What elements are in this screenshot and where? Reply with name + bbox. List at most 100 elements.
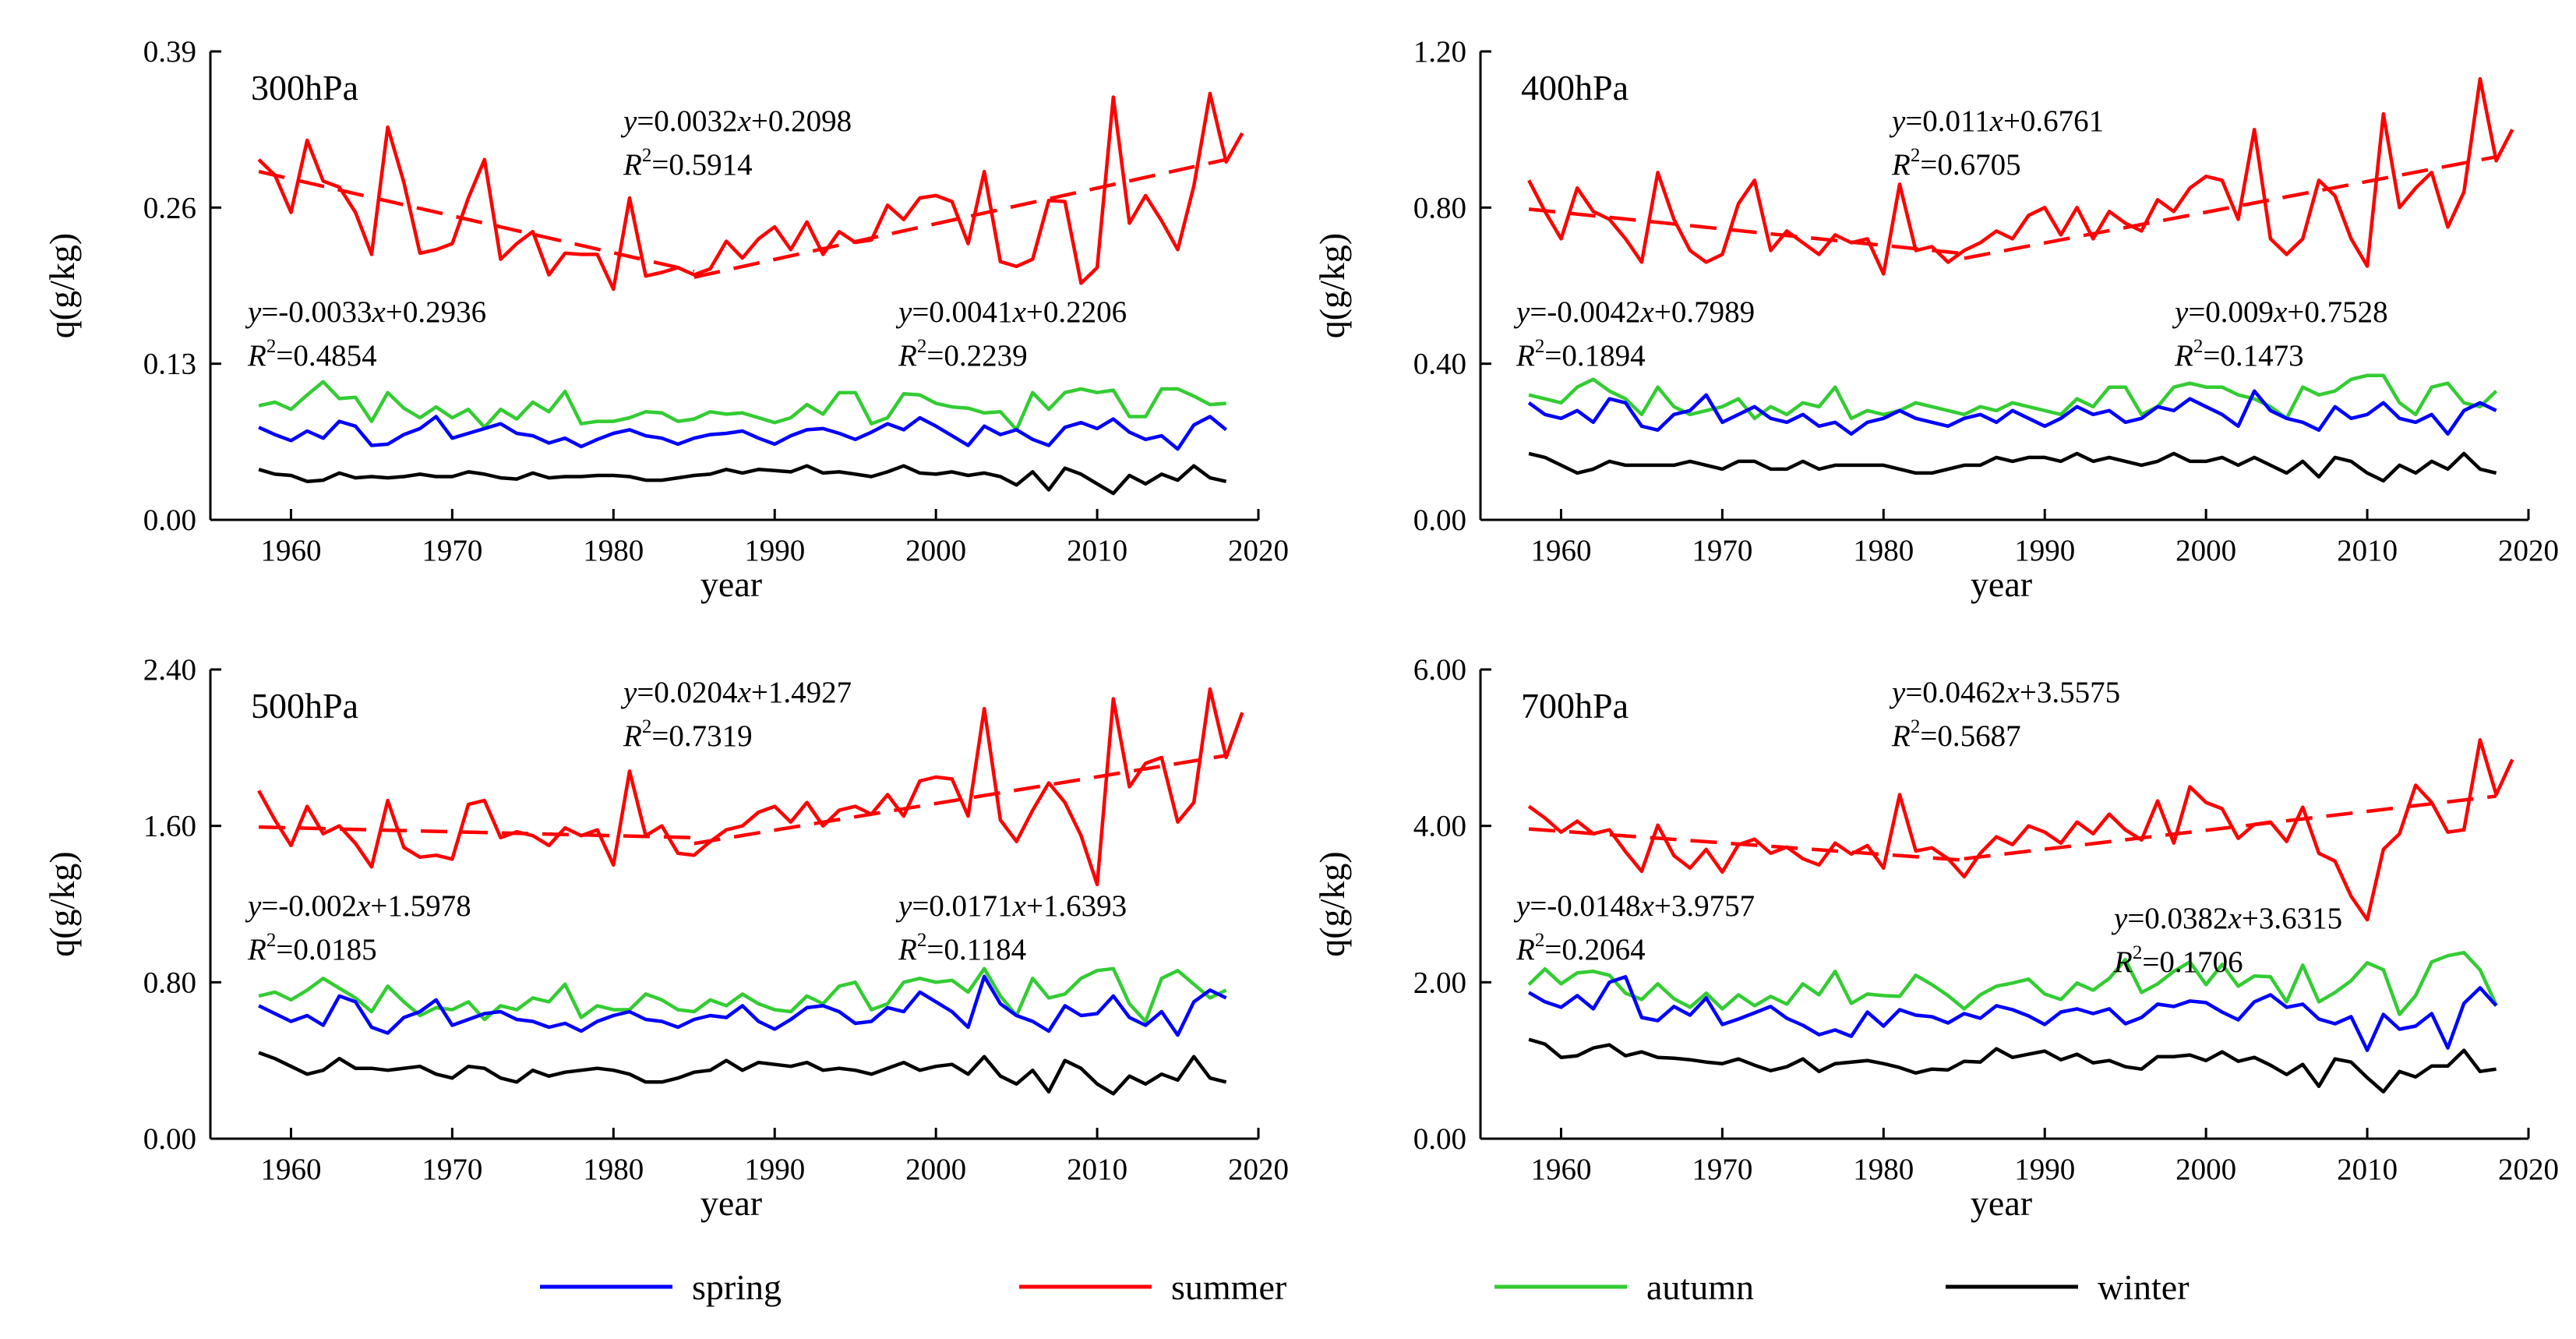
x-tick-label: 2020 [2498, 534, 2559, 567]
regression-equation: y=0.0032x+0.2098 [620, 104, 852, 138]
series-spring [1527, 389, 2497, 436]
legend: spring summer autumn winter [540, 1267, 2190, 1307]
legend-label-summer: summer [1171, 1267, 1286, 1307]
series-winter [258, 1051, 1227, 1096]
y-tick-label: 1.60 [143, 810, 196, 843]
x-tick-label: 1980 [1853, 534, 1914, 567]
y-tick-label: 6.00 [1413, 653, 1466, 687]
y-tick-label: 0.00 [143, 503, 196, 537]
regression-equation: y=0.0171x+1.6393 [895, 889, 1127, 923]
panel-title: 700hPa [1521, 686, 1629, 726]
series-summer [257, 91, 1244, 291]
y-tick-label: 0.39 [143, 35, 196, 69]
series-spring [258, 974, 1227, 1037]
y-tick-label: 2.40 [143, 653, 196, 687]
trend-line-2 [1964, 155, 2497, 260]
x-axis-label: year [700, 564, 762, 604]
y-tick-label: 0.00 [1413, 1122, 1466, 1156]
trend-line-2 [693, 157, 1227, 279]
series-autumn [1527, 950, 2498, 1016]
x-tick-label: 2000 [905, 534, 966, 567]
regression-equation: y=0.011x+0.6761 [1889, 104, 2104, 138]
x-tick-label: 2000 [2175, 534, 2236, 567]
legend-item-spring: spring [540, 1267, 782, 1307]
x-tick-label: 1990 [744, 1153, 805, 1186]
series-winter [1528, 1037, 2497, 1094]
regression-equation: y=-0.0042x+0.7989 [1513, 295, 1755, 329]
trend-line-2 [693, 754, 1226, 846]
y-axis-label: q(g/kg) [42, 851, 82, 956]
y-tick-label: 0.80 [143, 966, 196, 999]
series-spring [258, 415, 1228, 451]
legend-label-autumn: autumn [1646, 1267, 1754, 1307]
x-tick-label: 1960 [260, 1153, 321, 1186]
legend-label-spring: spring [692, 1267, 782, 1307]
x-axis-label: year [1971, 564, 2032, 604]
trend-line-1 [1528, 827, 1964, 862]
x-tick-label: 1960 [1530, 1153, 1591, 1186]
regression-equation: y=0.0382x+3.6315 [2111, 902, 2342, 935]
panel-700hPa: 0.00 2.00 4.00 6.00 1960 1970 1980 1990 2000 2010… [1312, 653, 2559, 1223]
x-tick-label: 1980 [583, 534, 644, 567]
series-summer [1527, 738, 2514, 922]
x-tick-label: 2020 [2498, 1153, 2559, 1186]
x-tick-label: 1960 [260, 534, 321, 567]
series-autumn [258, 380, 1226, 432]
series-winter [1528, 451, 2497, 483]
trend-line-1 [1528, 207, 1964, 256]
regression-equation: y=-0.002x+1.5978 [245, 889, 471, 923]
series-summer [257, 687, 1244, 887]
x-tick-label: 2020 [1228, 534, 1289, 567]
x-tick-label: 1990 [2014, 1153, 2075, 1186]
r-squared-label: R2=0.5914 [623, 145, 753, 182]
x-tick-label: 2010 [1067, 534, 1127, 567]
r-squared-label: R2=0.1184 [898, 930, 1026, 966]
y-tick-label: 0.00 [1413, 503, 1466, 537]
r-squared-label: R2=0.0185 [247, 930, 377, 966]
panel-300hPa: 0.00 0.13 0.26 0.39 1960 1970 1980 1990 2000 2010… [42, 35, 1289, 604]
legend-item-summer: summer [1019, 1267, 1286, 1307]
x-tick-label: 1990 [744, 534, 805, 567]
r-squared-label: R2=0.2064 [1516, 930, 1646, 966]
x-tick-label: 1980 [1853, 1153, 1914, 1186]
series-spring [1527, 975, 2498, 1052]
x-tick-label: 1970 [422, 1153, 482, 1186]
y-axis-label: q(g/kg) [42, 233, 82, 338]
regression-equation: y=0.009x+0.7528 [2172, 295, 2388, 329]
regression-equation: y=0.0204x+1.4927 [620, 676, 852, 709]
trend-line-1 [258, 169, 695, 274]
r-squared-label: R2=0.7319 [623, 716, 753, 753]
y-tick-label: 0.13 [143, 348, 196, 381]
x-tick-label: 1970 [1692, 534, 1752, 567]
y-axis-label: q(g/kg) [1312, 233, 1352, 338]
y-tick-label: 0.40 [1413, 348, 1466, 381]
panel-400hPa: 0.00 0.40 0.80 1.20 1960 1970 1980 1990 2000 2010… [1312, 35, 2559, 604]
y-tick-label: 0.26 [143, 191, 196, 224]
trend-line-1 [259, 825, 694, 839]
x-tick-label: 1990 [2014, 534, 2075, 567]
x-tick-label: 2010 [2337, 1153, 2398, 1186]
x-axis-label: year [1971, 1183, 2032, 1223]
trend-line-2 [1964, 794, 2497, 861]
r-squared-label: R2=0.1706 [2113, 942, 2243, 979]
series-winter [258, 464, 1227, 496]
r-squared-label: R2=0.1894 [1516, 336, 1646, 373]
y-tick-label: 1.20 [1413, 35, 1466, 69]
panel-500hPa: 0.00 0.80 1.60 2.40 1960 1970 1980 1990 2000 2010… [42, 653, 1289, 1223]
x-tick-label: 2010 [1067, 1153, 1127, 1186]
series-autumn [258, 966, 1227, 1023]
y-tick-label: 2.00 [1413, 966, 1466, 999]
panel-title: 400hPa [1521, 68, 1629, 108]
y-tick-label: 4.00 [1413, 810, 1466, 843]
x-tick-label: 2000 [2175, 1153, 2236, 1186]
y-tick-label: 0.80 [1413, 191, 1466, 224]
regression-equation: y=-0.0033x+0.2936 [245, 295, 486, 329]
r-squared-label: R2=0.2239 [898, 336, 1028, 373]
r-squared-label: R2=0.6705 [1891, 145, 2021, 182]
panel-title: 300hPa [251, 68, 358, 108]
x-tick-label: 1970 [422, 534, 482, 567]
regression-equation: y=0.0462x+3.5575 [1889, 676, 2120, 709]
legend-item-winter: winter [1946, 1267, 2190, 1307]
x-tick-label: 1970 [1692, 1153, 1752, 1186]
